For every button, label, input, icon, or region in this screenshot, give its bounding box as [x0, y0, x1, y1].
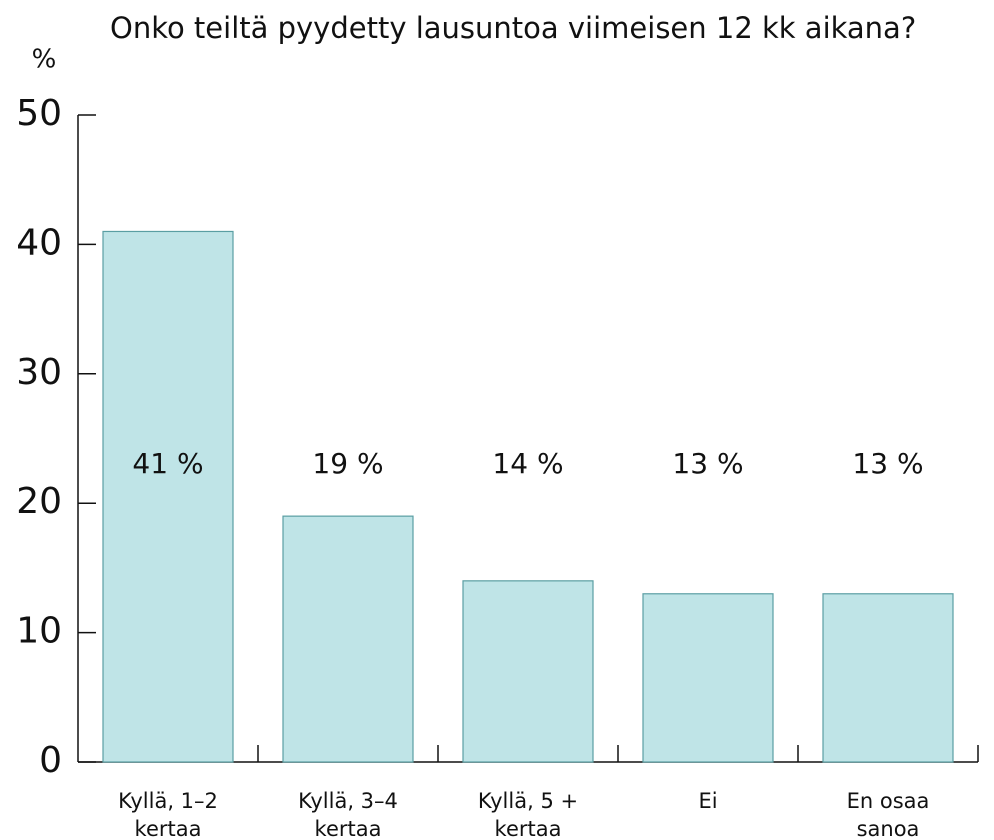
value-label: 14 % — [492, 447, 563, 480]
value-label: 13 % — [852, 447, 923, 480]
y-tick-label: 50 — [16, 93, 62, 134]
y-tick-label: 10 — [16, 611, 62, 652]
x-tick-label: Kyllä, 5 + — [478, 789, 578, 813]
x-tick-label: kertaa — [315, 817, 382, 840]
value-label: 19 % — [312, 447, 383, 480]
x-tick-label: En osaa — [847, 789, 930, 813]
chart-title: Onko teiltä pyydetty lausuntoa viimeisen… — [110, 11, 916, 45]
value-label: 41 % — [132, 447, 203, 480]
x-tick-label: sanoa — [857, 817, 920, 840]
bar — [102, 230, 234, 763]
x-tick-label: Kyllä, 1–2 — [118, 789, 218, 813]
bar — [462, 580, 594, 763]
y-axis-label: % — [32, 45, 57, 75]
y-tick-label: 20 — [16, 481, 62, 522]
y-tick-label: 30 — [16, 352, 62, 393]
x-tick-label: Kyllä, 3–4 — [298, 789, 398, 813]
y-tick-label: 40 — [16, 222, 62, 263]
bar — [822, 593, 954, 763]
x-tick-label: kertaa — [135, 817, 202, 840]
x-tick-label: kertaa — [495, 817, 562, 840]
bar — [282, 515, 414, 763]
bar — [642, 593, 774, 763]
x-tick-label: Ei — [698, 789, 717, 813]
y-tick-label: 0 — [39, 740, 62, 781]
value-label: 13 % — [672, 447, 743, 480]
